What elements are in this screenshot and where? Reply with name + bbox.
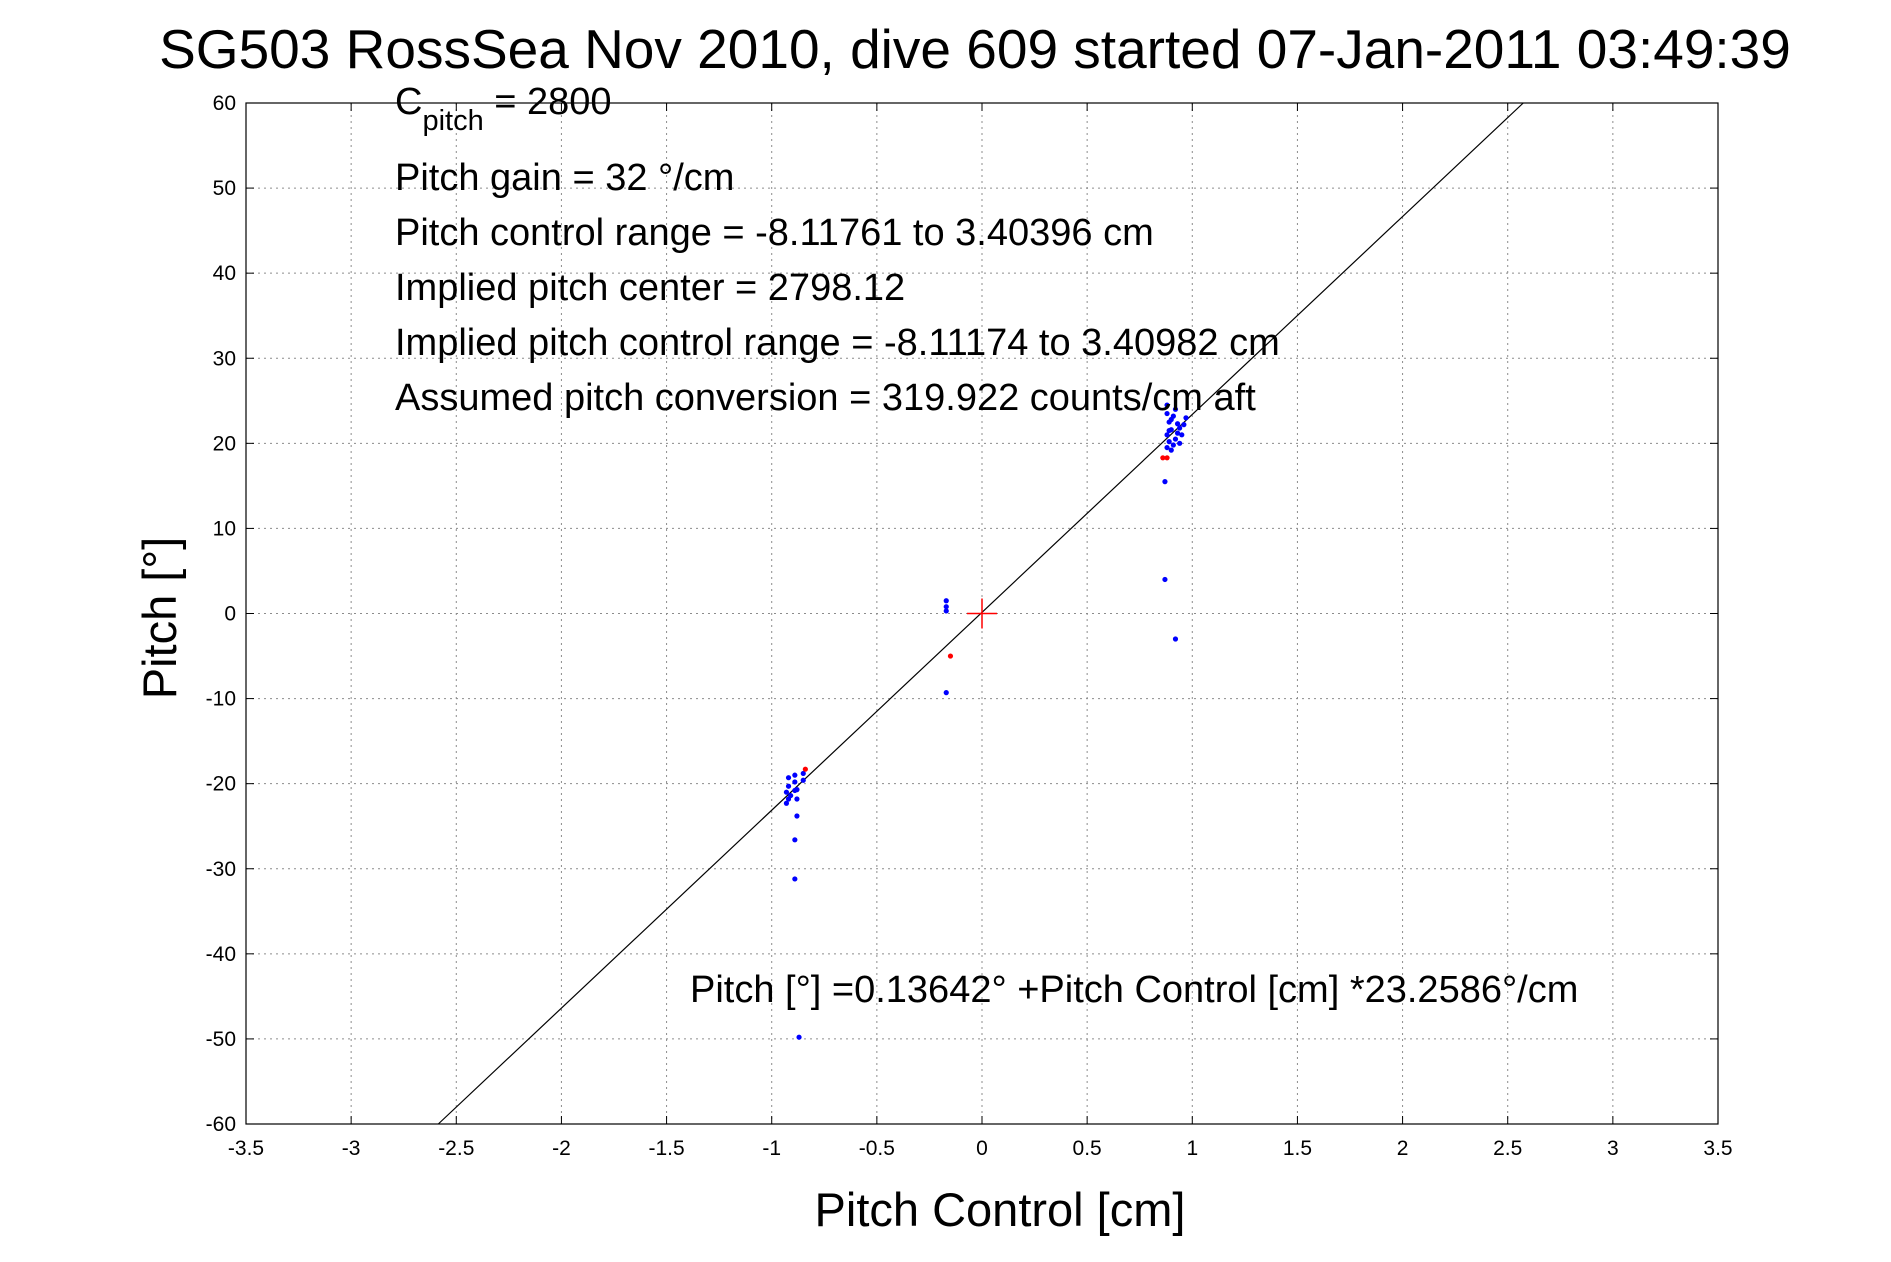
blue-data-point <box>1177 440 1183 446</box>
blue-data-point <box>1183 415 1189 421</box>
x-axis-label: Pitch Control [cm] <box>815 1183 1186 1236</box>
x-tick-label: -0.5 <box>859 1137 895 1160</box>
y-tick-label: 30 <box>213 347 236 370</box>
blue-data-point <box>1164 444 1170 451</box>
x-tick-label: 2 <box>1397 1137 1409 1160</box>
blue-data-point <box>794 813 800 819</box>
blue-data-point <box>785 775 792 781</box>
blue-data-point <box>1181 422 1187 428</box>
x-tick-label: 0.5 <box>1073 1137 1102 1160</box>
blue-data-point <box>792 779 798 785</box>
x-tick-label: -1 <box>762 1137 781 1160</box>
x-tick-label: 3.5 <box>1703 1137 1732 1160</box>
red-data-point <box>1164 455 1170 461</box>
c-pitch-annotation: Cpitch = 2800 <box>395 81 612 137</box>
x-tick-label: 1 <box>1186 1137 1198 1160</box>
blue-data-point <box>943 608 949 614</box>
blue-data-point <box>1162 576 1168 583</box>
y-tick-labels: -60 -50 -40 -30 -20 -10 0 10 20 30 40 50 60 <box>206 92 236 1136</box>
blue-data-point <box>1162 479 1168 485</box>
blue-data-point <box>1164 432 1170 438</box>
red-data-point <box>802 766 808 772</box>
blue-data-point <box>1168 427 1174 433</box>
y-tick-label: 0 <box>224 603 236 626</box>
fit-equation-annotation: Pitch [°] =0.13642° +Pitch Control [cm] … <box>690 969 1578 1011</box>
c-pitch-base: C <box>395 81 422 123</box>
blue-data-point <box>800 777 806 783</box>
blue-data-point <box>943 604 949 610</box>
y-tick-label: -60 <box>206 1113 236 1136</box>
y-tick-label: 40 <box>213 262 236 285</box>
blue-data-point <box>800 770 806 777</box>
blue-data-point <box>796 1034 802 1040</box>
blue-data-point <box>792 876 798 882</box>
control-range-annotation: Pitch control range = -8.11761 to 3.4039… <box>395 212 1154 254</box>
x-tick-label: 0 <box>976 1137 988 1160</box>
blue-data-point <box>1164 402 1170 408</box>
red-data-point <box>947 653 954 659</box>
plot-frame <box>245 102 1719 1125</box>
y-tick-label: -50 <box>206 1028 236 1051</box>
blue-data-point <box>1168 416 1174 423</box>
blue-data-point <box>792 772 798 778</box>
x-tick-label: 1.5 <box>1283 1137 1312 1160</box>
y-tick-label: 50 <box>213 177 236 200</box>
blue-data-point <box>1164 410 1170 417</box>
blue-data-point <box>1174 421 1181 427</box>
assumed-conversion-annotation: Assumed pitch conversion = 319.922 count… <box>395 377 1256 419</box>
blue-data-point <box>943 690 949 696</box>
blue-data-point <box>788 792 794 799</box>
y-tick-label: 60 <box>213 92 236 115</box>
blue-data-point <box>1170 442 1176 448</box>
blue-data-point <box>1177 425 1183 431</box>
c-pitch-value: = 2800 <box>484 81 612 123</box>
blue-data-point <box>794 787 800 793</box>
blue-data-point <box>1166 439 1172 445</box>
blue-data-point <box>783 800 790 806</box>
blue-data-point <box>794 796 800 802</box>
blue-data-point <box>785 783 792 789</box>
blue-data-point <box>792 837 798 843</box>
x-tick-label: -2.5 <box>438 1137 474 1160</box>
y-tick-label: -10 <box>206 688 236 711</box>
x-tick-label: -2 <box>552 1137 571 1160</box>
blue-data-point <box>783 789 790 795</box>
red-data-point <box>1160 455 1166 461</box>
blue-data-point <box>1168 447 1174 453</box>
pitch-gain-annotation: Pitch gain = 32 °/cm <box>395 157 734 199</box>
c-pitch-subscript: pitch <box>422 105 483 137</box>
blue-data-point <box>943 598 949 604</box>
blue-data-point <box>1172 436 1179 442</box>
chart-title: SG503 RossSea Nov 2010, dive 609 started… <box>159 18 1791 80</box>
y-tick-label: 20 <box>213 432 236 455</box>
y-tick-label: -40 <box>206 943 236 966</box>
blue-data-point <box>1172 636 1179 642</box>
data-points <box>783 402 1189 1040</box>
y-axis-label: Pitch [°] <box>133 537 186 699</box>
x-tick-label: 3 <box>1607 1137 1619 1160</box>
implied-center-annotation: Implied pitch center = 2798.12 <box>395 267 905 309</box>
implied-range-annotation: Implied pitch control range = -8.11174 t… <box>395 322 1280 364</box>
center-marker <box>967 598 997 629</box>
y-tick-label: -20 <box>206 773 236 796</box>
blue-data-point <box>1172 406 1179 412</box>
x-tick-label: 2.5 <box>1493 1137 1522 1160</box>
y-tick-label: -30 <box>206 858 236 881</box>
blue-data-point <box>1179 432 1185 438</box>
x-tick-labels: -3.5 -3 -2.5 -2 -1.5 -1 -0.5 0 0.5 1 1.5 2 2.5 3 3.5 <box>228 1137 1733 1160</box>
x-tick-label: -3 <box>342 1137 361 1160</box>
x-tick-label: -3.5 <box>228 1137 264 1160</box>
x-tick-label: -1.5 <box>648 1137 684 1160</box>
blue-data-point <box>1174 430 1181 436</box>
y-tick-label: 10 <box>213 517 236 540</box>
